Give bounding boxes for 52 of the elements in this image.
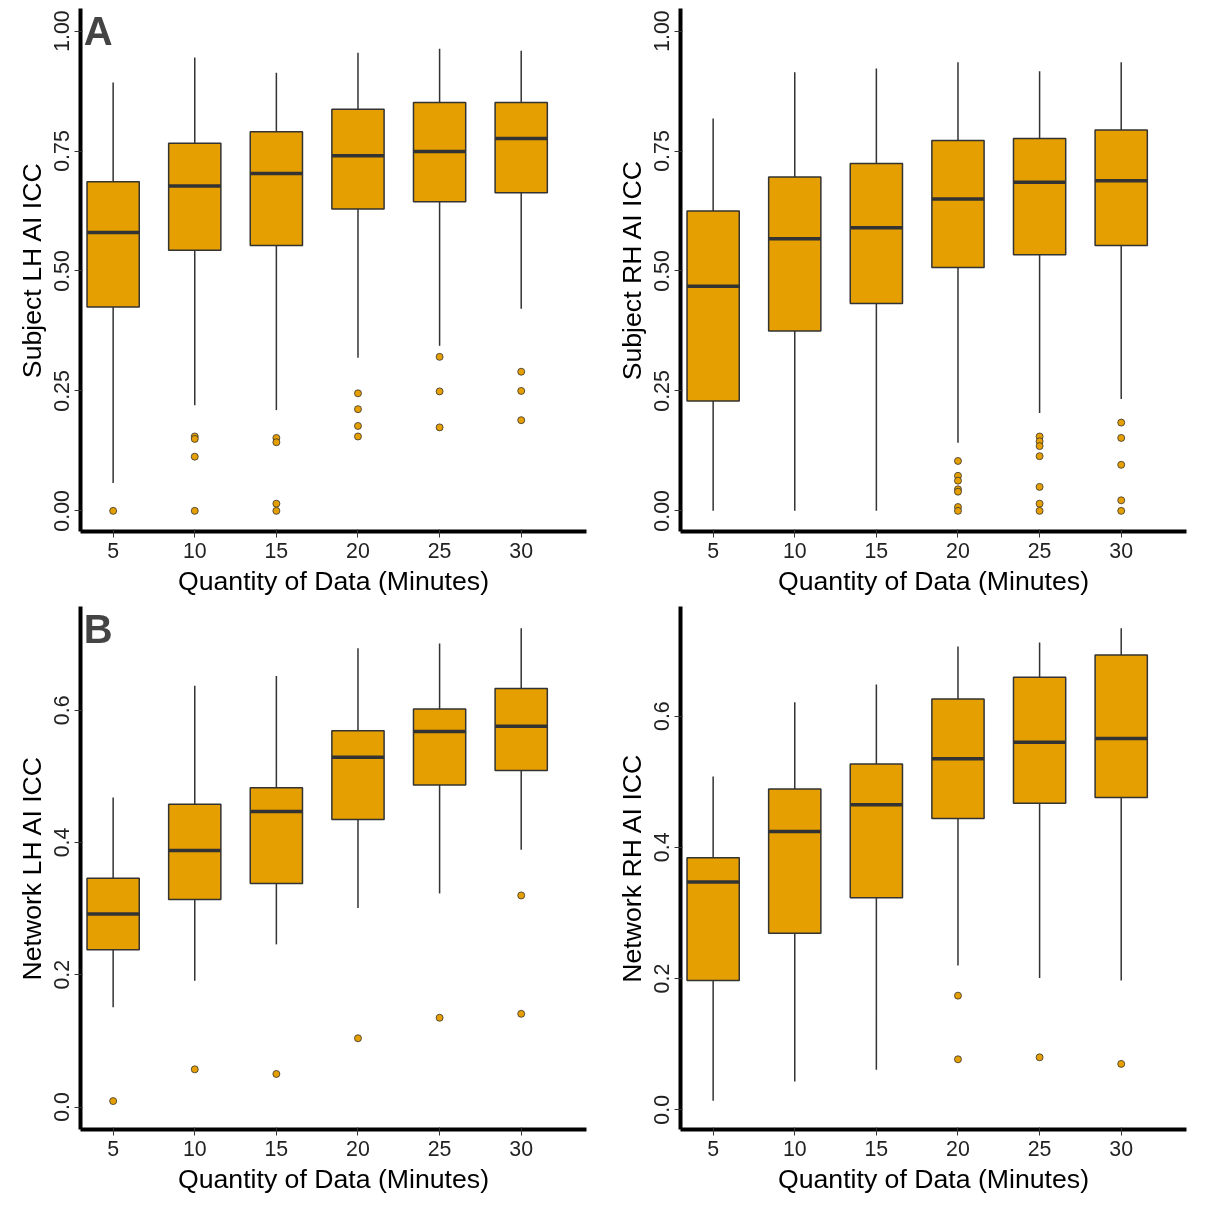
x-tick-label: 25 — [1027, 538, 1052, 563]
x-tick-label: 15 — [864, 1136, 889, 1161]
y-tick-label: 0.00 — [50, 489, 75, 532]
y-axis-title: Network RH AI ICC — [616, 754, 647, 983]
y-tick-label: 0.50 — [650, 250, 675, 292]
annotation: B — [83, 606, 113, 651]
x-tick-label: 30 — [1109, 538, 1134, 563]
y-tick-label: 0.2 — [650, 963, 675, 994]
x-tick-label: 20 — [946, 538, 970, 563]
x-tick-label: 20 — [346, 1136, 370, 1161]
y-tick-label: 0.75 — [50, 130, 75, 172]
x-tick-label: 10 — [182, 1136, 207, 1161]
x-tick-label: 10 — [182, 538, 207, 563]
y-tick-label: 0.4 — [50, 827, 75, 858]
x-axis-title: Quantity of Data (Minutes) — [177, 565, 490, 596]
x-tick-label: 30 — [509, 538, 534, 563]
x-tick-label: 25 — [1027, 1136, 1052, 1161]
y-axis-title: Network LH AI ICC — [16, 756, 47, 981]
x-tick-label: 15 — [264, 1136, 289, 1161]
y-tick-label: 0.75 — [650, 130, 675, 172]
y-tick-label: 0.25 — [650, 370, 675, 412]
x-tick-label: 10 — [782, 1136, 807, 1161]
x-tick-label: 15 — [864, 538, 889, 563]
x-tick-label: 30 — [1109, 1136, 1134, 1161]
y-tick-label: 0.00 — [650, 489, 675, 532]
x-tick-label: 20 — [346, 538, 370, 563]
x-tick-label: 5 — [107, 1136, 120, 1161]
x-tick-label: 5 — [107, 538, 120, 563]
y-tick-label: 0.50 — [50, 250, 75, 292]
y-tick-label: 0.6 — [50, 695, 75, 726]
x-tick-label: 20 — [946, 1136, 970, 1161]
x-tick-label: 15 — [264, 538, 289, 563]
y-tick-label: 0.4 — [650, 832, 675, 863]
x-tick-label: 25 — [427, 538, 452, 563]
annotation: A — [83, 8, 113, 53]
y-tick-label: 1.00 — [650, 10, 675, 52]
x-tick-label: 30 — [509, 1136, 534, 1161]
x-tick-label: 5 — [707, 538, 720, 563]
y-tick-label: 0.25 — [50, 370, 75, 412]
y-axis-title: Subject LH AI ICC — [16, 163, 47, 379]
y-axis-title: Subject RH AI ICC — [616, 161, 647, 381]
x-tick-label: 10 — [782, 538, 807, 563]
y-tick-label: 0.6 — [650, 701, 675, 731]
y-tick-label: 0.0 — [650, 1094, 675, 1125]
x-axis-title: Quantity of Data (Minutes) — [777, 565, 1090, 596]
y-tick-label: 0.2 — [50, 959, 75, 990]
x-tick-label: 5 — [707, 1136, 720, 1161]
x-axis-title: Quantity of Data (Minutes) — [777, 1163, 1090, 1194]
x-axis-title: Quantity of Data (Minutes) — [177, 1163, 490, 1194]
x-tick-label: 25 — [427, 1136, 452, 1161]
y-tick-label: 1.00 — [50, 10, 75, 52]
y-tick-label: 0.0 — [50, 1092, 75, 1122]
